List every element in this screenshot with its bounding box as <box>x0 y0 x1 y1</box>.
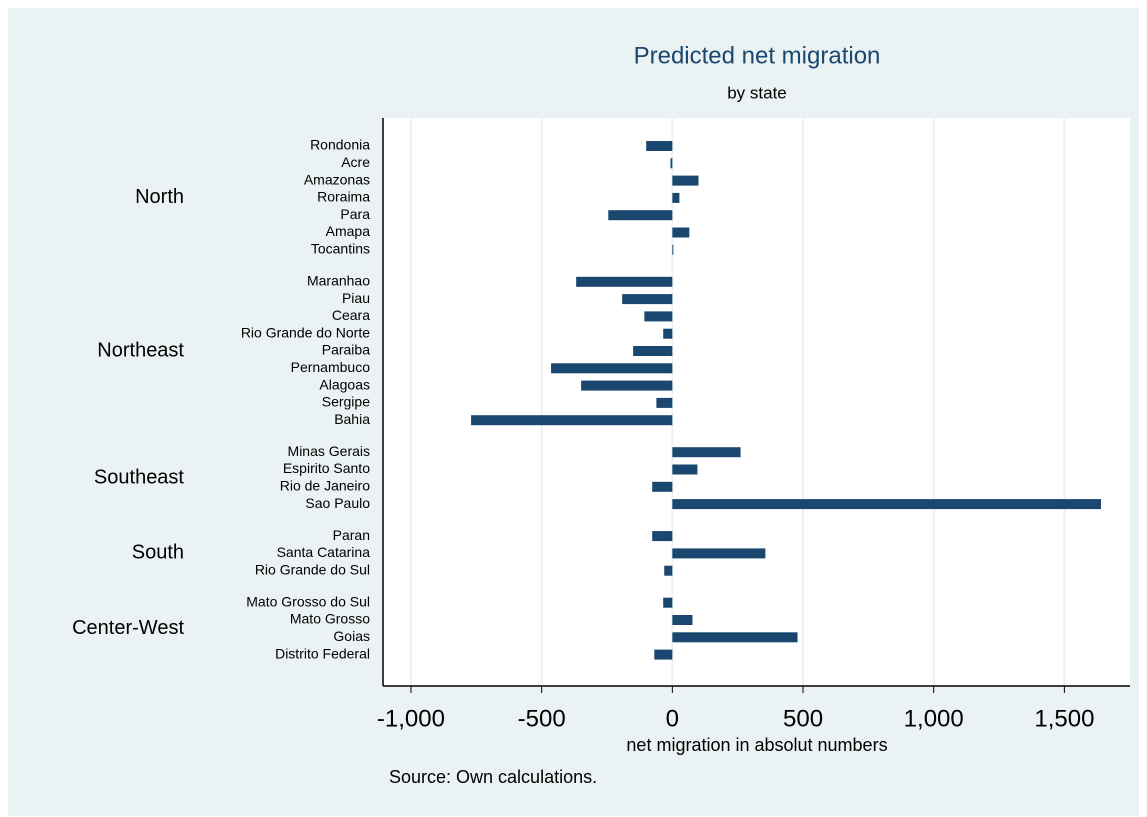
category-label: Ceara <box>332 307 370 323</box>
bar <box>633 346 673 356</box>
chart-subtitle: by state <box>727 83 787 102</box>
bar <box>656 397 673 408</box>
bar <box>622 294 673 305</box>
bar <box>576 276 673 287</box>
chart-title: Predicted net migration <box>634 42 881 69</box>
category-label: Maranhao <box>307 273 370 289</box>
bar <box>652 481 673 492</box>
category-label: Paran <box>333 527 370 543</box>
bar <box>551 363 673 374</box>
group-label: Center-West <box>72 617 184 639</box>
bar <box>581 380 673 391</box>
bar <box>672 175 699 186</box>
category-label: Rio Grande do Sul <box>255 561 370 577</box>
category-label: Amapa <box>326 223 371 239</box>
bar <box>670 158 673 169</box>
category-label: Piau <box>342 290 370 306</box>
group-label: South <box>132 542 184 564</box>
category-label: Rio Grande do Norte <box>241 324 370 340</box>
bar <box>672 548 766 559</box>
note: Source: Own calculations. <box>389 767 597 787</box>
category-label: Bahia <box>334 411 370 427</box>
category-label: Alagoas <box>319 376 370 392</box>
group-label: North <box>135 186 184 208</box>
bar <box>672 632 798 643</box>
bar <box>663 597 673 608</box>
bar <box>672 464 698 475</box>
bar <box>654 649 673 660</box>
category-label: Paraiba <box>322 342 370 358</box>
bar <box>663 328 673 339</box>
category-label: Amazonas <box>304 171 370 187</box>
category-label: Acre <box>341 154 370 170</box>
category-label: Roraima <box>317 189 370 205</box>
category-label: Goias <box>333 628 370 644</box>
category-label: Santa Catarina <box>277 544 371 560</box>
category-label: Para <box>340 206 370 222</box>
x-tick-label: 1,500 <box>1034 705 1094 732</box>
category-label: Mato Grosso <box>290 611 370 627</box>
category-label: Pernambuco <box>291 359 371 375</box>
bar <box>672 615 693 625</box>
x-tick-label: 500 <box>783 705 823 732</box>
bar <box>608 210 673 221</box>
marks <box>471 141 1101 660</box>
x-tick-label: 0 <box>666 705 679 732</box>
bar <box>646 141 673 151</box>
category-label: Rondonia <box>310 137 370 153</box>
bar <box>672 447 741 458</box>
group-label: Southeast <box>94 466 185 488</box>
category-label: Sergipe <box>322 394 370 410</box>
bar <box>644 311 673 322</box>
bar <box>672 192 680 203</box>
category-label: Minas Gerais <box>288 443 370 459</box>
category-label: Tocantins <box>311 241 370 257</box>
category-label: Sao Paulo <box>305 495 370 511</box>
bar <box>672 227 690 238</box>
bar <box>471 415 673 426</box>
category-label: Mato Grosso do Sul <box>246 593 370 609</box>
bar <box>672 499 1101 510</box>
x-axis-label: net migration in absolut numbers <box>626 735 887 755</box>
x-tick-label: -500 <box>518 705 566 732</box>
bar <box>652 531 673 542</box>
bar <box>672 244 674 255</box>
category-label: Espirito Santo <box>283 460 370 476</box>
bar <box>664 565 673 576</box>
group-label: Northeast <box>97 339 184 361</box>
category-label: Rio de Janeiro <box>280 478 370 494</box>
x-tick-label: 1,000 <box>904 705 964 732</box>
x-tick-label: -1,000 <box>377 705 445 732</box>
plot-area <box>383 118 1130 686</box>
category-label: Distrito Federal <box>275 645 370 661</box>
